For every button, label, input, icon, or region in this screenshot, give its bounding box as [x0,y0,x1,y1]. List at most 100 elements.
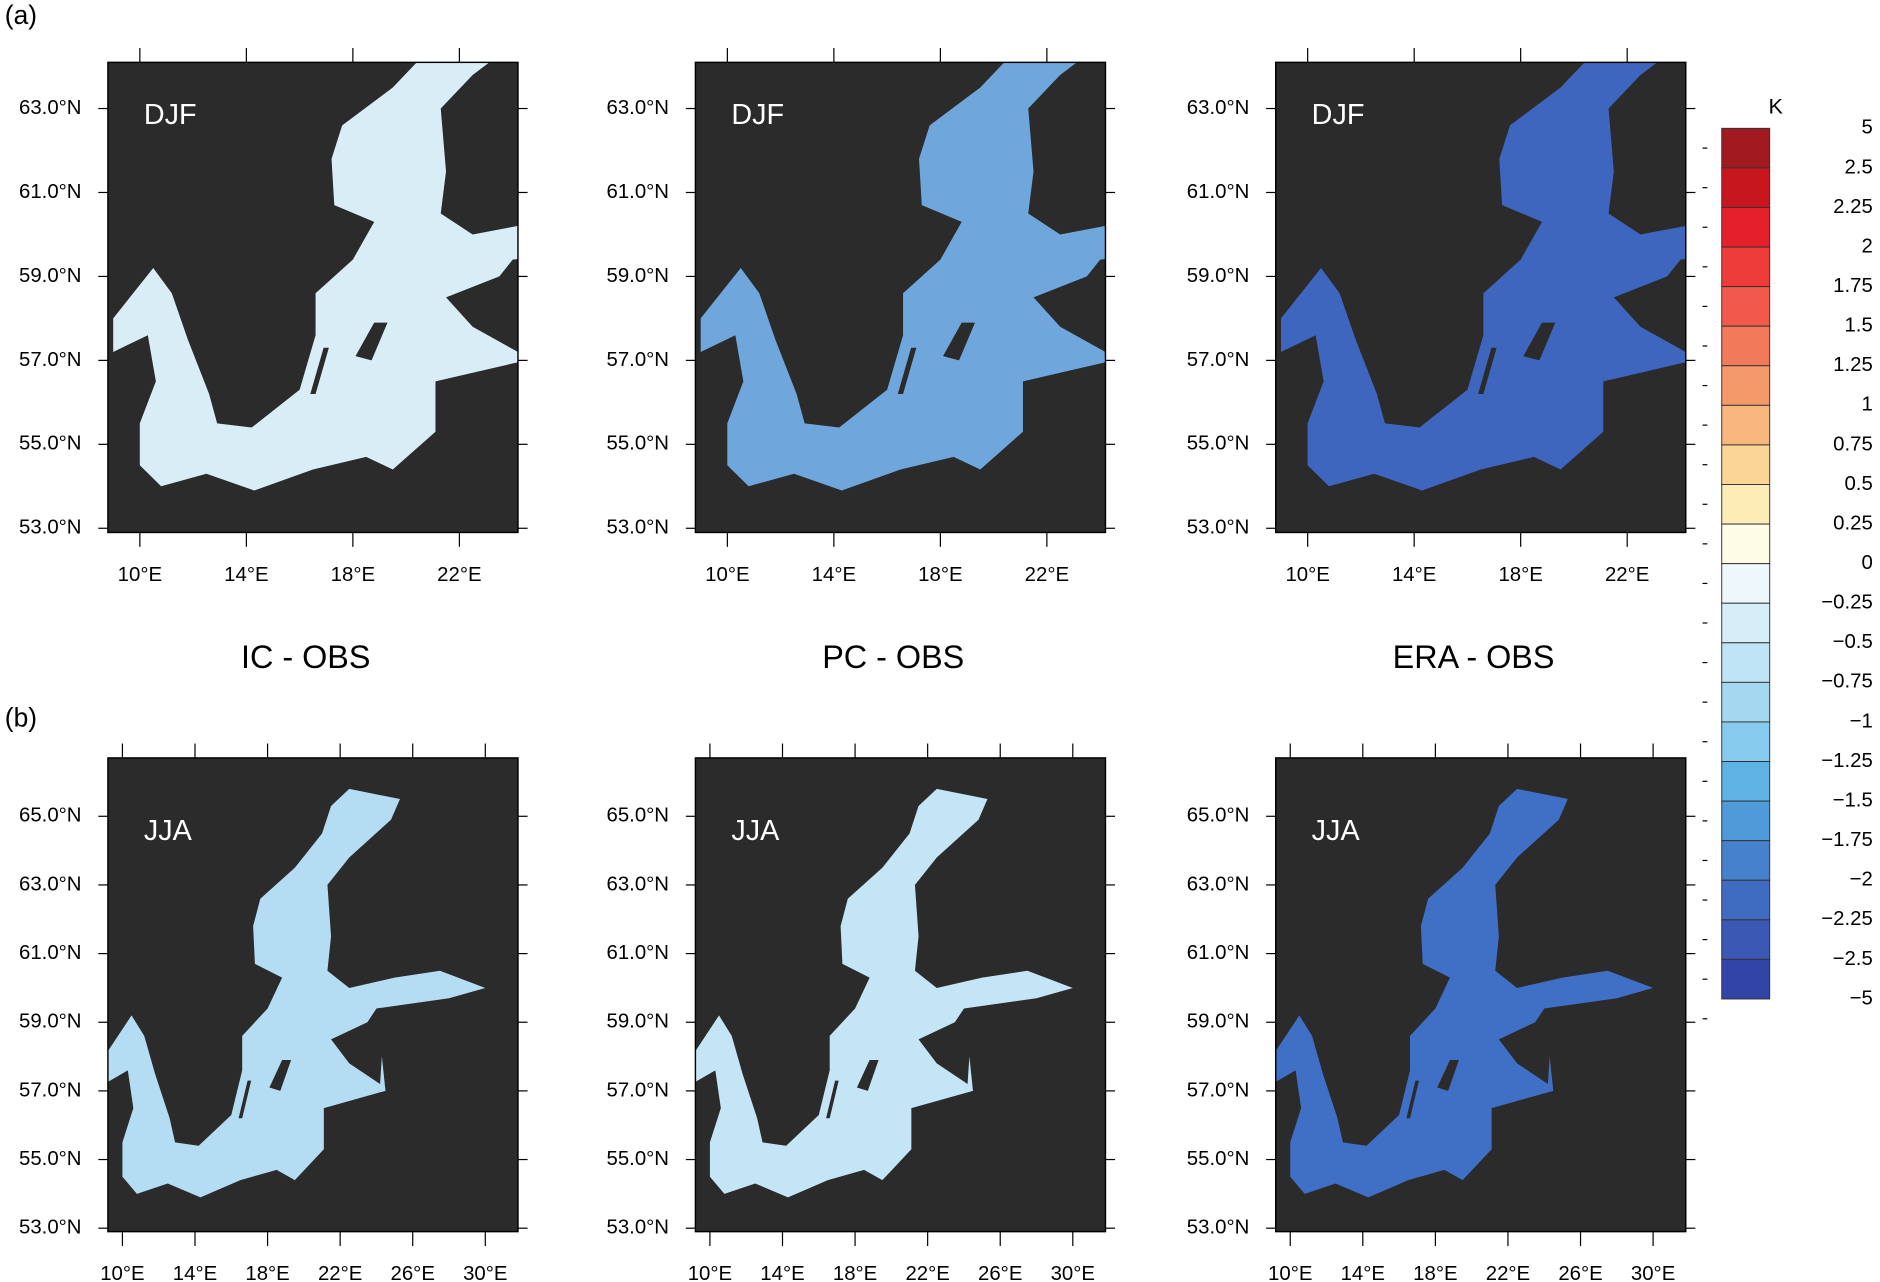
lat-tick-label: 59.0°N [19,265,82,287]
lat-tick-label: 57.0°N [1187,349,1250,371]
lon-tick-label: 18°E [833,1263,877,1282]
colorbar-label: 5 [1861,117,1872,139]
colorbar-box [1721,286,1771,327]
lon-tick-label: 22°E [1605,564,1649,586]
island [1437,1060,1459,1091]
lon-tick-label: 10°E [100,1263,144,1282]
lon-tick-label: 30°E [463,1263,507,1282]
lon-tick-label: 18°E [918,564,962,586]
lon-tick-label: 26°E [1558,1263,1602,1282]
colorbar-box [1721,840,1771,881]
lat-tick-label: 59.0°N [1187,265,1250,287]
colorbar-label: 0 [1861,552,1872,574]
lat-tick-label: 53.0°N [19,517,82,539]
colorbar-label: 1.5 [1844,315,1872,337]
panel-label: (a) [5,0,37,30]
lat-tick-label: 63.0°N [1187,873,1250,895]
colorbar-box [1721,325,1771,367]
lon-tick-label: 22°E [318,1263,362,1282]
colorbar-box [1721,681,1771,723]
lon-tick-label: 14°E [812,564,856,586]
island [238,1080,252,1119]
colorbar-box [1721,404,1771,446]
lat-tick-label: 65.0°N [607,805,670,827]
colorbar-label: −1.75 [1821,829,1873,851]
season-label: JJA [144,815,193,847]
lat-tick-label: 65.0°N [1187,805,1250,827]
island [942,322,976,361]
map [1280,62,1686,491]
colorbar-box [1721,879,1771,921]
colorbar-label: −1.5 [1833,789,1873,811]
lon-tick-label: 14°E [1341,1263,1385,1282]
season-label: DJF [731,99,784,131]
colorbar-label: −0.25 [1821,592,1873,614]
lat-tick-label: 53.0°N [19,1217,82,1239]
island [1523,322,1556,361]
colorbar-label: −1.25 [1821,750,1873,772]
lat-tick-label: 57.0°N [19,349,82,371]
map-frame [694,61,1107,534]
lat-tick-label: 55.0°N [1187,433,1250,455]
colorbar-box [1721,563,1771,604]
lat-tick-label: 55.0°N [607,433,670,455]
lat-tick-label: 63.0°N [19,97,82,119]
colorbar-label: 2.5 [1844,156,1872,178]
lat-tick-label: 59.0°N [607,265,670,287]
season-label: JJA [731,815,780,847]
colorbar-box [1721,167,1771,208]
lon-tick-label: 14°E [224,564,268,586]
lat-tick-label: 59.0°N [19,1011,82,1033]
lon-tick-label: 10°E [118,564,162,586]
colorbar-label: 1.25 [1833,354,1873,376]
lon-tick-label: 30°E [1051,1263,1095,1282]
lat-tick-label: 61.0°N [19,942,82,964]
lat-tick-label: 55.0°N [607,1148,670,1170]
colorbar-label: 0.5 [1844,473,1872,495]
map-frame [107,757,519,1233]
lat-tick-label: 61.0°N [1187,942,1250,964]
colorbar-box [1721,484,1771,525]
lon-tick-label: 10°E [1268,1263,1312,1282]
map [695,788,1073,1198]
island [1406,1080,1419,1119]
lon-tick-label: 26°E [391,1263,435,1282]
island [310,347,329,394]
colorbar-label: 2 [1861,235,1872,257]
colorbar-label: −2.5 [1833,948,1873,970]
colorbar-label: −2.25 [1821,908,1873,930]
sea-area [107,788,486,1198]
lon-tick-label: 22°E [905,1263,949,1282]
lat-tick-label: 65.0°N [19,805,82,827]
lon-tick-label: 14°E [173,1263,217,1282]
lat-tick-label: 55.0°N [1187,1148,1250,1170]
lat-tick-label: 61.0°N [19,181,82,203]
panel-label: (b) [5,703,37,733]
lon-tick-label: 14°E [1392,564,1436,586]
colorbar-box [1721,127,1771,169]
lat-tick-label: 61.0°N [607,181,670,203]
lon-tick-label: 22°E [1025,564,1069,586]
lon-tick-label: 18°E [1498,564,1542,586]
lat-tick-label: 59.0°N [607,1011,670,1033]
colorbar-box [1721,365,1771,406]
column-title: IC - OBS [241,639,370,675]
lon-tick-label: 18°E [331,564,375,586]
map-frame [1274,61,1687,534]
lat-tick-label: 63.0°N [19,873,82,895]
island [269,1060,292,1091]
island [1478,347,1497,394]
colorbar-label: −0.5 [1833,631,1873,653]
lon-tick-label: 14°E [760,1263,804,1282]
season-label: DJF [1312,99,1365,131]
colorbar-box [1721,246,1771,288]
island [856,1060,879,1091]
colorbar-box [1721,958,1771,1000]
lon-tick-label: 30°E [1631,1263,1675,1282]
colorbar-label: −2 [1850,869,1873,891]
colorbar-label: 1 [1861,394,1872,416]
lat-tick-label: 55.0°N [19,1148,82,1170]
colorbar-box [1721,523,1771,565]
colorbar-box [1721,800,1771,842]
